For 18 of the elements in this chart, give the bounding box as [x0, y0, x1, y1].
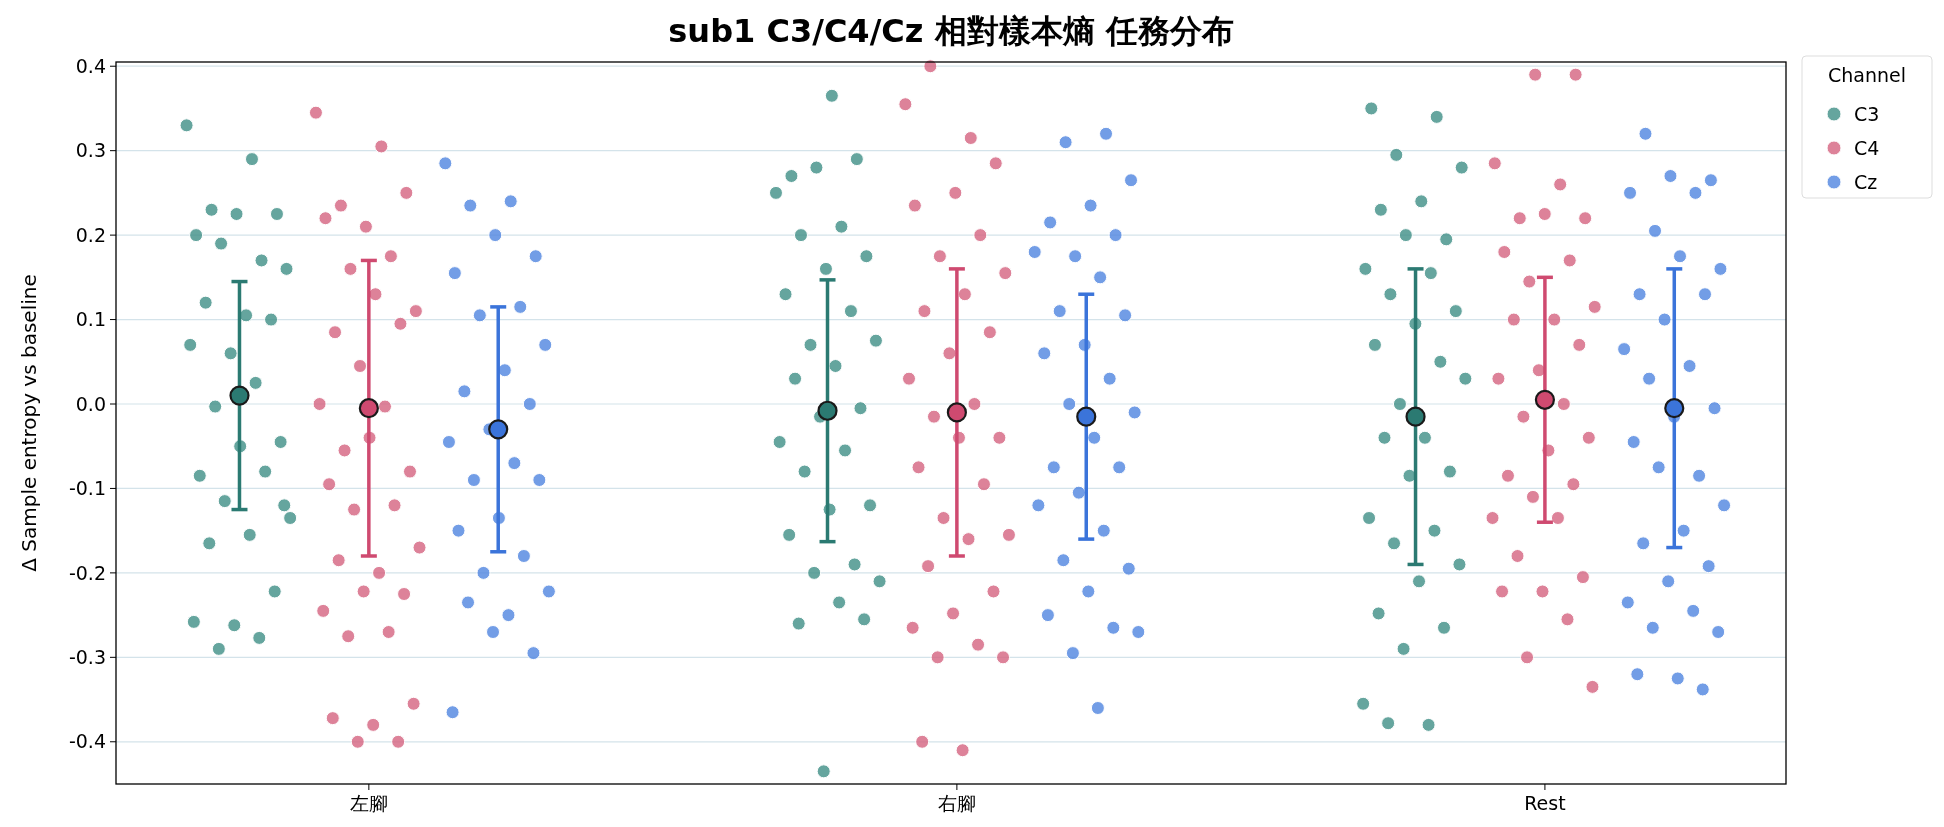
x-tick-label: 右腳	[937, 792, 976, 814]
y-tick-label: 0.2	[75, 223, 106, 246]
legend-label: Cz	[1854, 170, 1878, 193]
legend-title: Channel	[1827, 64, 1907, 86]
y-tick-label: 0.3	[75, 139, 106, 162]
y-tick-label: -0.1	[68, 477, 106, 500]
y-tick-label: -0.4	[68, 730, 106, 753]
y-tick-label: 0.0	[75, 392, 106, 415]
x-tick-label: Rest	[1524, 792, 1566, 814]
chart-title: sub1 C3/C4/Cz 相對樣本熵 任務分布	[668, 12, 1234, 50]
y-tick-label: 0.1	[75, 308, 106, 331]
legend-label: C3	[1854, 102, 1880, 125]
y-tick-label: -0.2	[68, 561, 106, 584]
y-axis-title: Δ Sample entropy vs baseline	[17, 274, 41, 572]
y-tick-label: -0.3	[68, 645, 106, 668]
x-tick-label: 左腳	[349, 792, 388, 814]
y-tick-label: 0.4	[75, 54, 106, 77]
legend-label: C4	[1854, 136, 1880, 159]
